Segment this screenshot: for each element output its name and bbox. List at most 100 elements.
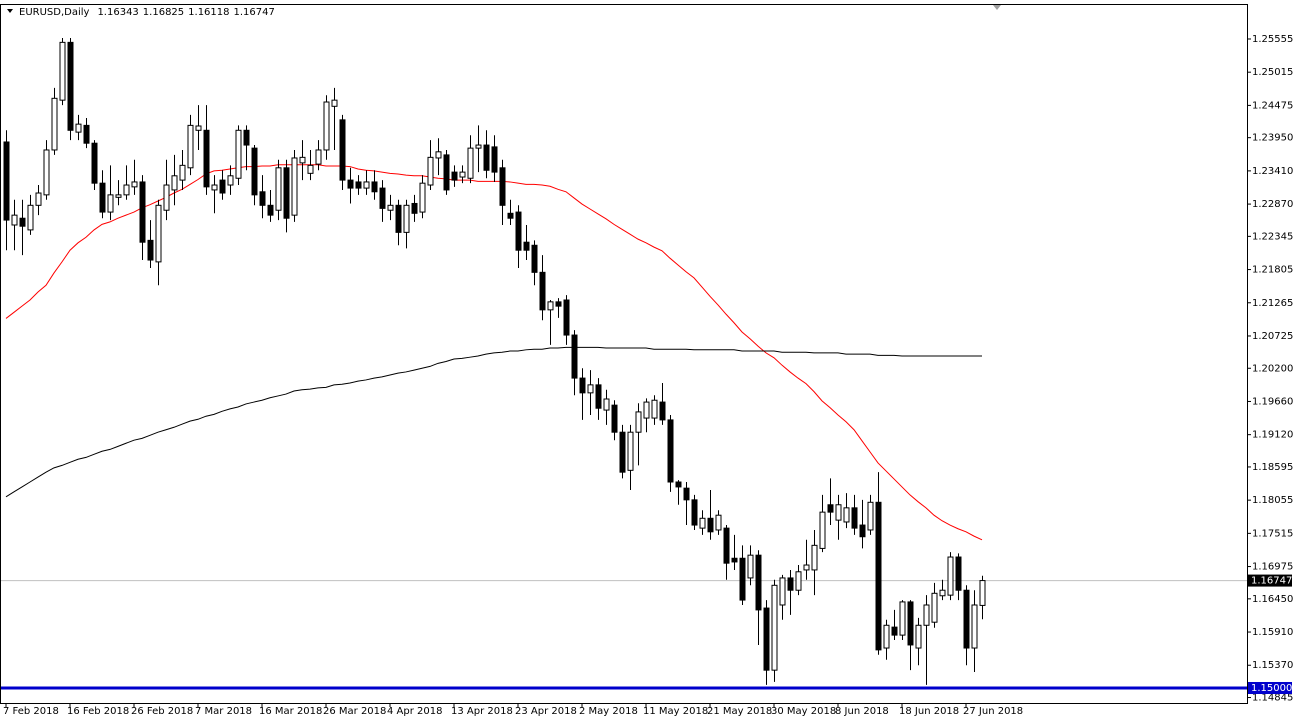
x-tick-label: 21 May 2018 [707,706,772,717]
y-tick-label: 1.17515 [1252,528,1293,539]
y-tick-label: 1.20200 [1252,363,1293,374]
x-tick-label: 26 Mar 2018 [323,706,386,717]
candle-body [939,589,946,597]
y-tick-label: 1.24475 [1252,100,1293,111]
candle-body [115,194,122,198]
candle-body [915,624,922,649]
candle-body [75,123,82,133]
candle-body [667,419,674,483]
candle-body [123,184,130,196]
candle-body [755,554,762,611]
candle-body [875,501,882,651]
candle-body [843,507,850,523]
y-tick-label: 1.23950 [1252,133,1293,144]
candle-body [371,181,378,193]
candle-body [675,481,682,488]
candle-body [51,97,58,151]
price-label: 1.16747 [1251,576,1292,587]
candle-body [459,171,466,178]
candle-body [435,151,442,159]
header-open: 1.16343 [97,7,138,18]
candle-body [979,580,986,606]
header-low: 1.16118 [188,7,229,18]
candle-body [683,487,690,501]
candle-body [507,212,514,219]
x-tick-label: 30 May 2018 [771,706,836,717]
candle-body [19,217,26,227]
candle-body [699,517,706,529]
y-tick-label: 1.25555 [1252,34,1293,45]
candle-body [339,119,346,181]
candle-body [267,204,274,216]
candle-body [747,554,754,579]
candle-body [491,146,498,173]
candle-body [331,99,338,107]
candle-body [907,601,914,646]
candle-body [579,377,586,394]
x-tick-label: 23 Apr 2018 [515,706,577,717]
candle-body [627,431,634,471]
x-tick-label: 16 Feb 2018 [67,706,129,717]
candle-body [571,334,578,379]
candle-body [659,401,666,421]
x-tick-label: 26 Feb 2018 [131,706,193,717]
candle-body [131,181,138,188]
header-close: 1.16747 [234,7,275,18]
candle-body [947,556,954,596]
shift-marker[interactable] [993,5,1001,10]
candle-body [427,156,434,186]
candle-body [139,181,146,243]
moving-average-line [5,346,982,498]
candle-body [587,384,594,394]
candle-body [291,157,298,216]
candle-body [835,504,842,521]
candle-body [715,514,722,531]
candle-body [643,401,650,419]
y-tick-label: 1.15910 [1252,627,1293,638]
candle-body [827,504,834,513]
y-tick-label: 1.18055 [1252,495,1293,506]
candle-body [499,167,506,206]
menu-arrow[interactable] [7,9,13,13]
candle-body [195,125,202,131]
candle-body [971,604,978,649]
header-high: 1.16825 [143,7,184,18]
y-tick-label: 1.19660 [1252,396,1293,407]
candle-body [651,399,658,419]
candle-body [419,182,426,213]
candle-body [731,557,738,563]
candle-body [523,241,530,251]
candle-body [203,129,210,188]
candle-body [91,142,98,184]
candle-body [483,144,490,171]
candle-body [619,431,626,473]
candle-body [299,156,306,164]
candle-body [323,101,330,151]
candle-body [307,164,314,174]
candle-body [187,124,194,169]
y-tick-label: 1.18595 [1252,462,1293,473]
candle-body [547,301,554,311]
candle-body [227,175,234,186]
candle-body [787,577,794,591]
candle-body [27,204,34,231]
y-tick-label: 1.15370 [1252,660,1293,671]
x-tick-label: 7 Mar 2018 [195,706,252,717]
candle-body [355,181,362,189]
candle-body [795,571,802,591]
candle-body [259,191,266,206]
horizontal-line-label: 1.15000 [1251,683,1292,694]
candle-body [67,41,74,131]
candle-body [475,144,482,149]
candle-body [35,192,42,206]
candle-body [275,167,282,211]
candle-body [891,626,898,636]
chart-title: EURUSD,Daily [19,7,90,18]
candle-body [147,239,154,261]
candle-body [163,184,170,211]
candle-body [347,179,354,189]
y-tick-label: 1.25015 [1252,67,1293,78]
candle-body [851,507,858,529]
candle-body [467,147,474,179]
x-tick-label: 13 Apr 2018 [451,706,513,717]
